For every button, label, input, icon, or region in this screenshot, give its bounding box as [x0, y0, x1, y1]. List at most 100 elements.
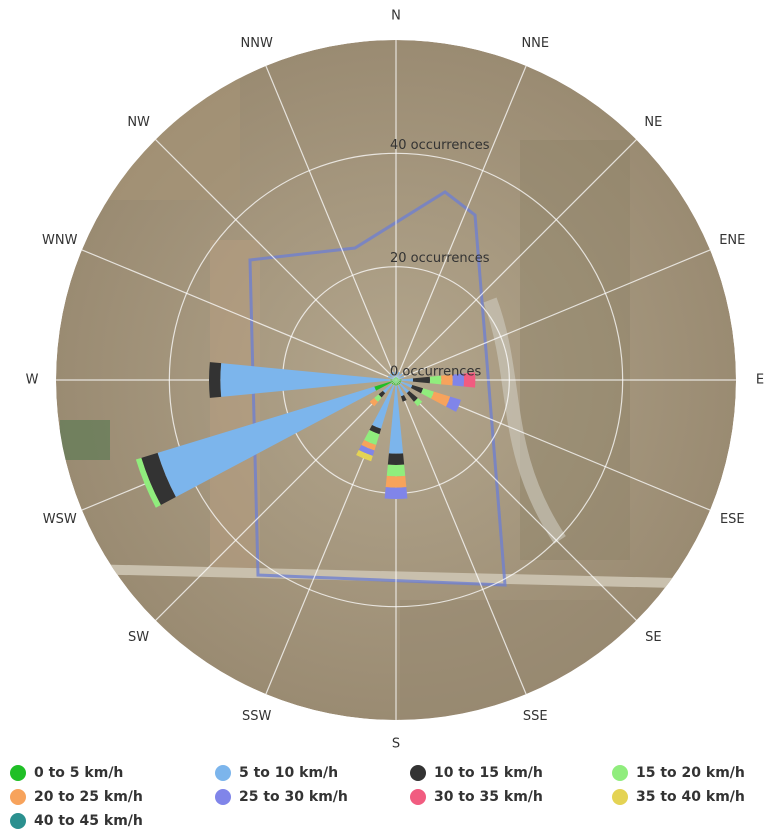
- bar-segment: [431, 391, 451, 407]
- direction-label: NW: [127, 115, 150, 130]
- legend-label: 0 to 5 km/h: [34, 765, 123, 781]
- spoke: [155, 139, 397, 381]
- bar-segment: [396, 379, 402, 381]
- legend-item[interactable]: 35 to 40 km/h: [612, 789, 745, 805]
- legend-label: 40 to 45 km/h: [34, 813, 143, 829]
- legend-marker: [215, 789, 231, 805]
- bar-segment: [393, 380, 396, 386]
- bar-segment: [391, 380, 396, 385]
- direction-label: S: [392, 737, 400, 752]
- spoke: [395, 65, 527, 381]
- bar-segment: [396, 378, 399, 380]
- bar-segment: [414, 398, 423, 407]
- legend-item[interactable]: 15 to 20 km/h: [612, 765, 745, 781]
- spoke: [395, 379, 637, 621]
- bar-segment: [401, 381, 413, 388]
- grid-circle: [168, 152, 624, 608]
- bar-segment: [374, 380, 396, 391]
- bar-segment: [386, 464, 406, 477]
- direction-label: SSE: [523, 709, 548, 724]
- bar-segment: [387, 453, 405, 465]
- legend-item[interactable]: 10 to 15 km/h: [410, 765, 543, 781]
- bar-segment: [374, 394, 382, 402]
- bar-segment: [364, 430, 380, 446]
- bar-segment: [396, 377, 399, 380]
- direction-label: SSW: [242, 709, 272, 724]
- spoke: [395, 249, 711, 381]
- bar-segment: [399, 383, 410, 394]
- bar-segment: [387, 376, 394, 380]
- bar-segment: [390, 379, 396, 381]
- spoke: [81, 249, 397, 381]
- bar-segment: [382, 383, 393, 394]
- spoke: [155, 379, 397, 621]
- direction-label: N: [391, 9, 401, 24]
- direction-label: WSW: [43, 512, 77, 527]
- bar-segment: [396, 371, 400, 378]
- bar-segment: [401, 378, 413, 382]
- bar-segment: [393, 377, 396, 380]
- bar-segment: [389, 373, 395, 379]
- legend-marker: [410, 789, 426, 805]
- bar-segment: [441, 374, 453, 386]
- bar-segment: [356, 450, 373, 462]
- bar-segment: [429, 375, 442, 385]
- bar-segment: [397, 373, 403, 379]
- direction-label: SW: [128, 630, 149, 645]
- bar-segment: [452, 373, 465, 387]
- bar-segment: [393, 378, 396, 380]
- direction-label: E: [756, 373, 764, 388]
- direction-label: WNW: [42, 233, 78, 248]
- legend: 0 to 5 km/h 5 to 10 km/h 10 to 15 km/h 15 t…: [10, 765, 745, 829]
- legend-label: 25 to 30 km/h: [239, 789, 348, 805]
- legend-item[interactable]: 0 to 5 km/h: [10, 765, 123, 781]
- bar-segment: [395, 371, 397, 378]
- legend-item[interactable]: 5 to 10 km/h: [215, 765, 338, 781]
- legend-item[interactable]: 40 to 45 km/h: [10, 813, 143, 829]
- bar-segment: [396, 377, 398, 380]
- legend-label: 35 to 40 km/h: [636, 789, 745, 805]
- legend-item[interactable]: 20 to 25 km/h: [10, 789, 143, 805]
- direction-label: ESE: [720, 512, 745, 527]
- direction-label: NE: [644, 115, 662, 130]
- legend-marker: [215, 765, 231, 781]
- labels: N NNE NE ENE E ESE SE SSE S SSW SW WSW W WNW NW NNW 0 oc…: [26, 9, 765, 752]
- bar-segment: [398, 376, 405, 380]
- legend-item[interactable]: 25 to 30 km/h: [215, 789, 348, 805]
- bar-segment: [400, 395, 407, 402]
- bar-segment: [369, 425, 382, 435]
- legend-marker: [612, 789, 628, 805]
- y-tick-label: 40 occurrences: [390, 138, 490, 153]
- bar-segment: [396, 380, 401, 385]
- y-tick-label: 20 occurrences: [390, 251, 490, 266]
- legend-label: 15 to 20 km/h: [636, 765, 745, 781]
- legend-label: 5 to 10 km/h: [239, 765, 338, 781]
- bar-segment: [388, 385, 404, 454]
- bars: [135, 362, 476, 508]
- bar-segment: [385, 475, 407, 488]
- bar-segment: [397, 385, 404, 397]
- legend-item[interactable]: 30 to 35 km/h: [410, 789, 543, 805]
- direction-label: NNE: [521, 36, 549, 51]
- legend-marker: [10, 813, 26, 829]
- bar-segment: [421, 388, 434, 399]
- legend-label: 30 to 35 km/h: [434, 789, 543, 805]
- bar-segment: [157, 386, 376, 498]
- legend-marker: [10, 789, 26, 805]
- spoke: [395, 379, 527, 695]
- bar-segment: [395, 377, 397, 380]
- bar-segment: [412, 376, 431, 384]
- bar-segment: [135, 457, 161, 508]
- bar-segment: [394, 377, 396, 380]
- bar-segment: [384, 487, 408, 499]
- spoke: [395, 139, 637, 381]
- legend-label: 20 to 25 km/h: [34, 789, 143, 805]
- bar-segment: [395, 380, 397, 386]
- legend-marker: [10, 765, 26, 781]
- bar-segment: [463, 372, 476, 388]
- direction-label: W: [26, 373, 39, 388]
- bar-segment: [411, 384, 424, 394]
- bar-segment: [141, 452, 176, 506]
- legend-marker: [612, 765, 628, 781]
